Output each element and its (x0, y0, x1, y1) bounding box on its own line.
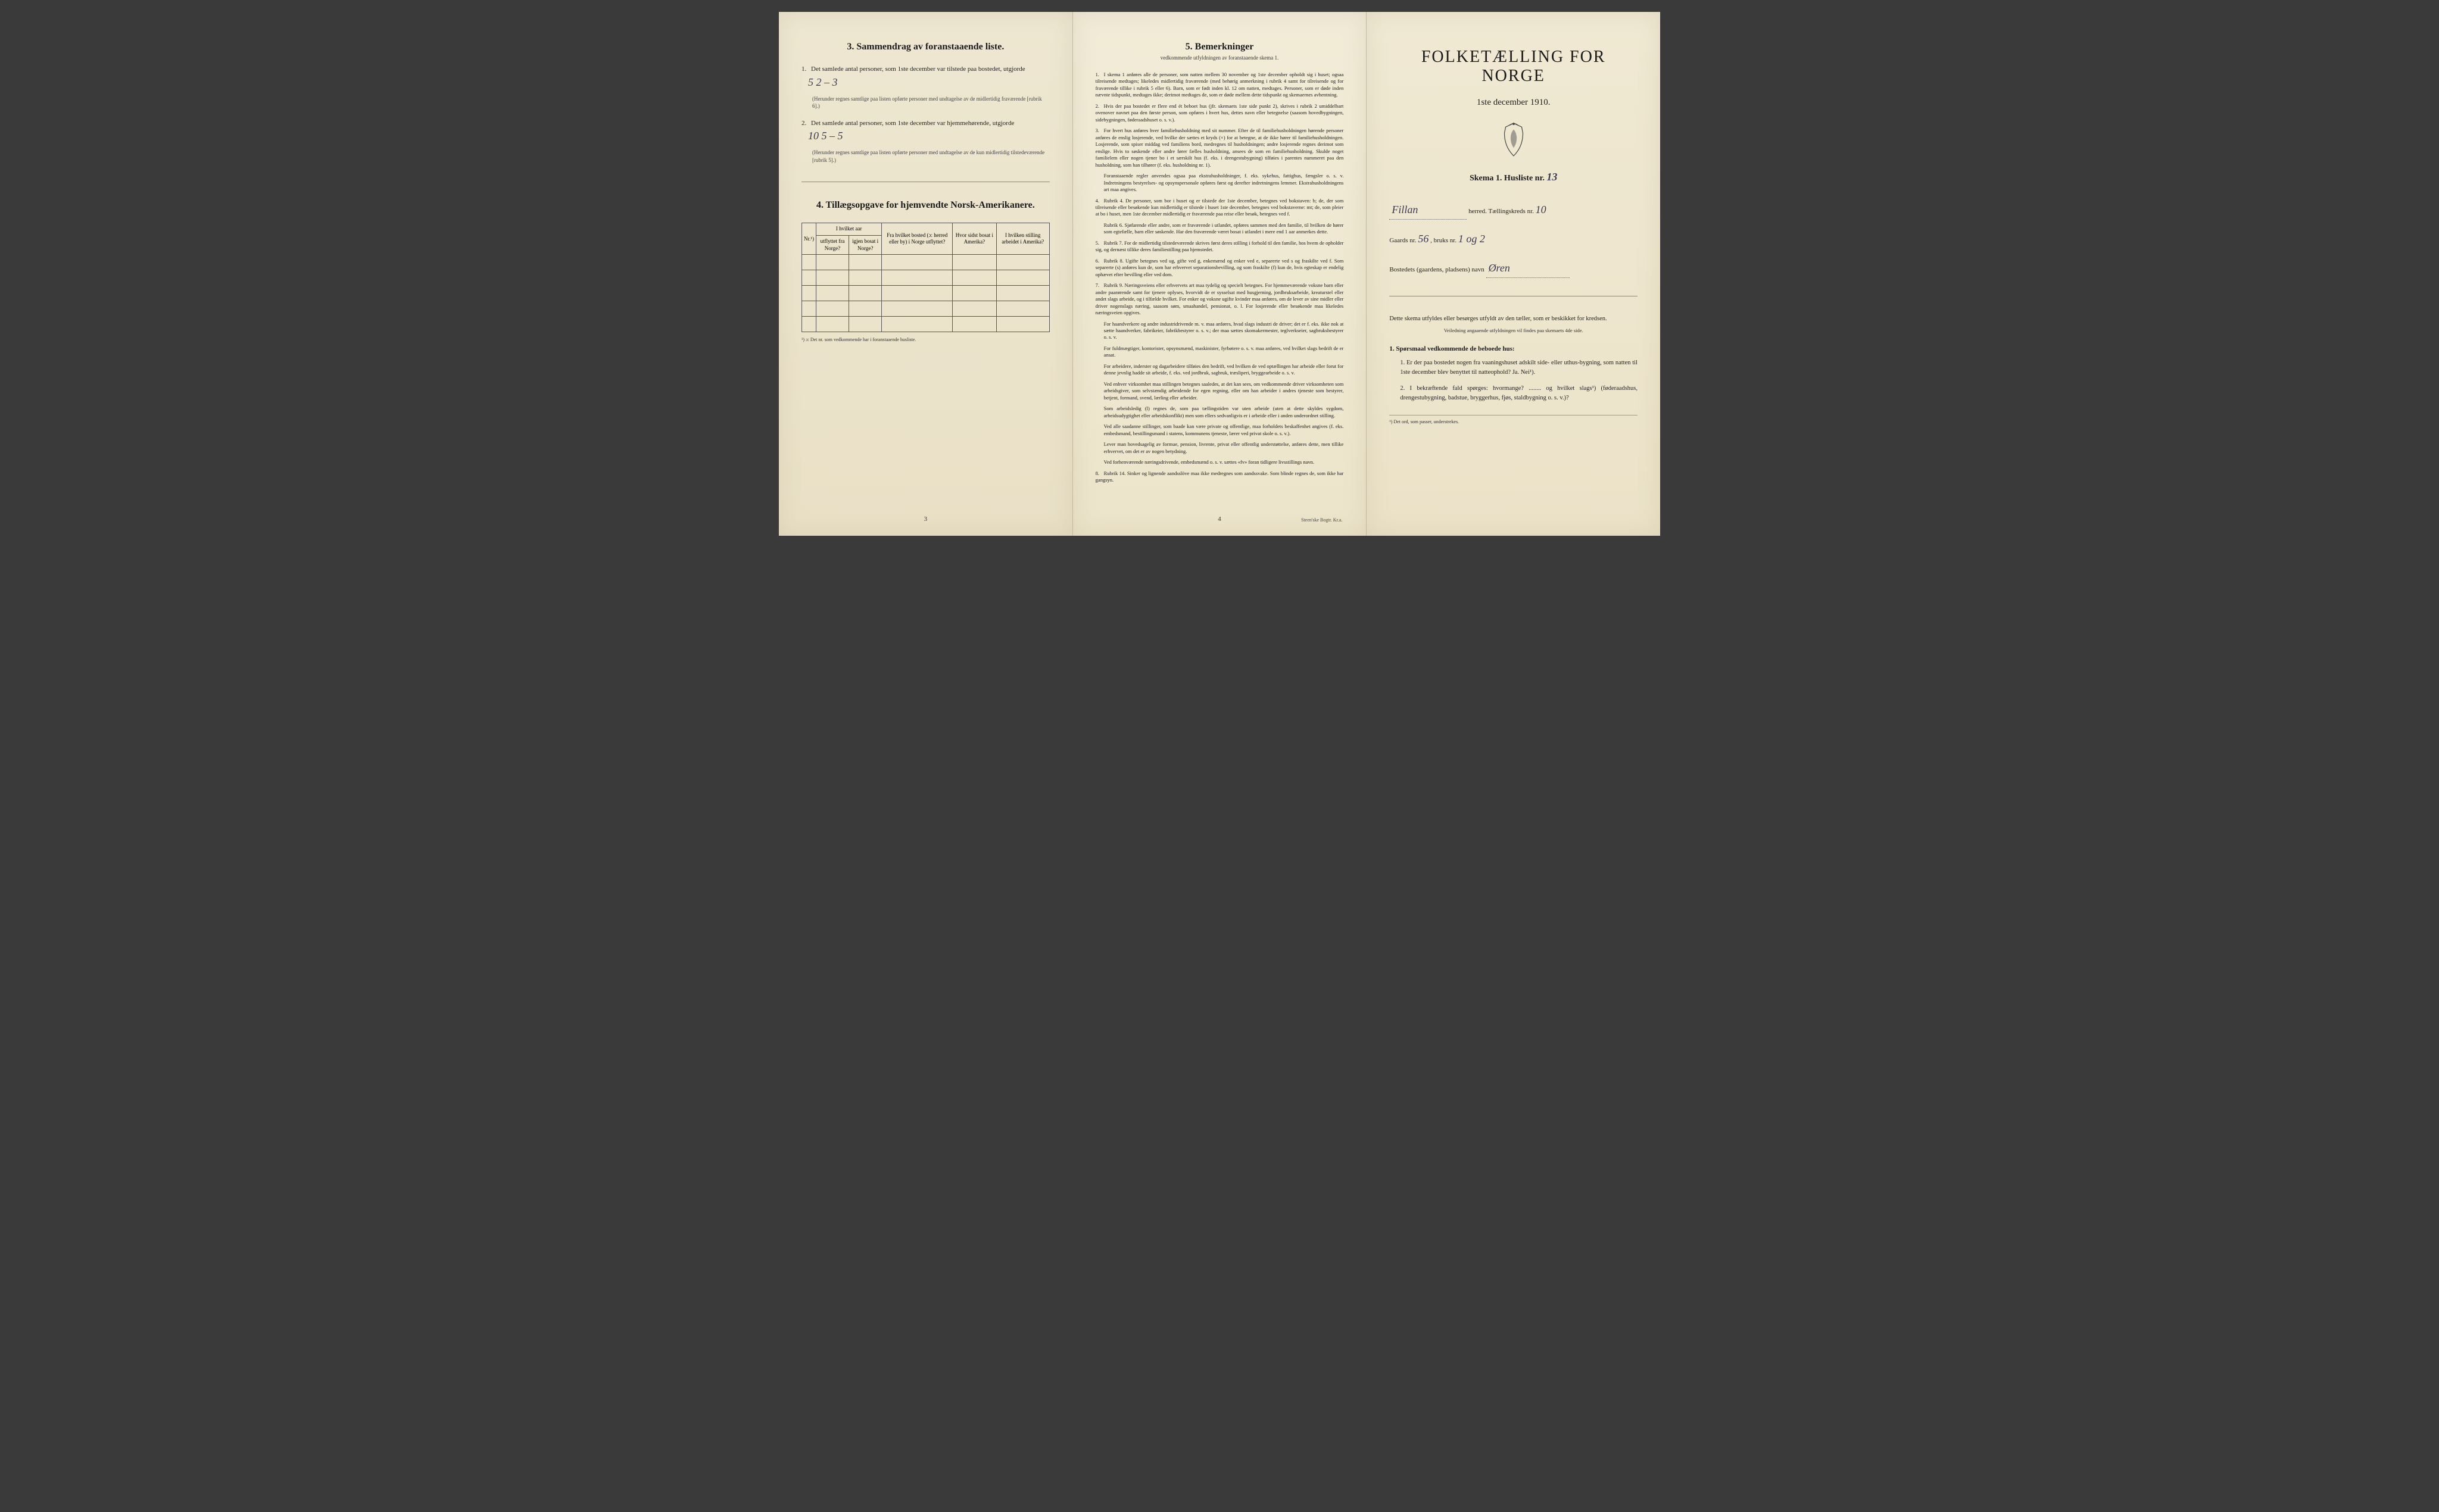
remark-item: For arbeidere, inderster og dagarbeidere… (1096, 363, 1344, 377)
page-middle: 5. Bemerkninger vedkommende utfyldningen… (1073, 12, 1367, 536)
page-number: 4 (1218, 516, 1221, 523)
printer-credit: Steen'ske Bogtr. Kr.a. (1301, 517, 1342, 523)
th-nr: Nr.¹) (802, 223, 816, 255)
remark-item: For fuldmægtiger, kontorister, opsynsmæn… (1096, 345, 1344, 359)
handwritten-count-2: 10 5 – 5 (808, 130, 843, 142)
table-row (802, 301, 1050, 317)
table-footnote: ¹) ɔ: Det nr. som vedkommende har i fora… (801, 337, 1050, 342)
th-year: I hvilket aar (816, 223, 881, 236)
herred-line: Fillan herred. Tællingskreds nr. 10 (1389, 200, 1638, 220)
remark-item: Ved alle saadanne stillinger, som baade … (1096, 423, 1344, 437)
remark-item: 2.Hvis der paa bostedet er flere end ét … (1096, 103, 1344, 123)
th-from: Fra hvilket bosted (ɔ: herred eller by) … (882, 223, 953, 255)
item1-note: (Herunder regnes samtlige paa listen opf… (812, 95, 1050, 110)
census-date: 1ste december 1910. (1389, 98, 1638, 108)
bosted-line: Bostedets (gaardens, pladsens) navn Øren (1389, 258, 1638, 278)
census-document: 3. Sammendrag av foranstaaende liste. 1.… (779, 12, 1660, 536)
page-left: 3. Sammendrag av foranstaaende liste. 1.… (779, 12, 1073, 536)
bruks-nr: 1 og 2 (1458, 233, 1485, 245)
th-where: Hvor sidst bosat i Amerika? (953, 223, 997, 255)
skema-label: Skema 1. Husliste nr. 13 (1389, 171, 1638, 183)
question-1: 1. Er der paa bostedet nogen fra vaaning… (1400, 358, 1638, 377)
husliste-nr: 13 (1546, 171, 1557, 183)
section-4-title: 4. Tillægsopgave for hjemvendte Norsk-Am… (801, 200, 1050, 211)
section-5-title: 5. Bemerkninger (1096, 42, 1344, 52)
kreds-nr: 10 (1536, 204, 1546, 215)
table-row (802, 286, 1050, 301)
section-3-title: 3. Sammendrag av foranstaaende liste. (801, 42, 1050, 52)
table-row (802, 255, 1050, 270)
instruction-text: Dette skema utfyldes eller besørges utfy… (1389, 314, 1638, 324)
th-returned: igjen bosat i Norge? (849, 236, 881, 255)
remark-item: 4.Rubrik 4. De personer, som bor i huset… (1096, 198, 1344, 218)
remark-item: Ved forhenværende næringsdrivende, embed… (1096, 459, 1344, 466)
coat-of-arms-icon (1498, 122, 1529, 159)
gaards-nr: 56 (1418, 233, 1429, 245)
summary-item-2: 2.Det samlede antal personer, som 1ste d… (801, 118, 1050, 145)
remark-item: 3.For hvert hus anføres hver familiehush… (1096, 127, 1344, 168)
remark-item: 5.Rubrik 7. For de midlertidig tilstedev… (1096, 240, 1344, 254)
remark-item: Lever man hovedsagelig av formue, pensio… (1096, 441, 1344, 455)
remark-item: Rubrik 6. Sjøfarende eller andre, som er… (1096, 222, 1344, 236)
remark-item: 6.Rubrik 8. Ugifte betegnes ved ug, gift… (1096, 258, 1344, 278)
section-5-subtitle: vedkommende utfyldningen av foranstaaend… (1096, 55, 1344, 61)
remarks-list: 1.I skema 1 anføres alle de personer, so… (1096, 71, 1344, 483)
remark-item: Ved enhver virksomhet maa stillingen bet… (1096, 381, 1344, 401)
remark-item: 1.I skema 1 anføres alle de personer, so… (1096, 71, 1344, 99)
question-2: 2. I bekræftende fald spørges: hvormange… (1400, 384, 1638, 403)
handwritten-count-1: 5 2 – 3 (808, 76, 838, 88)
page-right: FOLKETÆLLING FOR NORGE 1ste december 191… (1367, 12, 1660, 536)
herred-name: Fillan (1389, 200, 1467, 220)
remark-item: Foranstaaende regler anvendes ogsaa paa … (1096, 173, 1344, 193)
remark-item: 8.Rubrik 14. Sinker og lignende aandsslö… (1096, 470, 1344, 484)
table-row (802, 317, 1050, 332)
census-title: FOLKETÆLLING FOR NORGE (1389, 48, 1638, 86)
th-position: I hvilken stilling arbeidet i Amerika? (996, 223, 1049, 255)
item2-note: (Herunder regnes samtlige paa listen opf… (812, 149, 1050, 164)
remark-item: 7.Rubrik 9. Næringsveiens eller erhverve… (1096, 282, 1344, 316)
instruction-subtext: Veiledning angaaende utfyldningen vil fi… (1389, 327, 1638, 333)
summary-item-1: 1.Det samlede antal personer, som 1ste d… (801, 64, 1050, 90)
table-row (802, 270, 1050, 286)
remark-item: For haandverkere og andre industridriven… (1096, 321, 1344, 341)
remark-item: Som arbeidsledig (l) regnes de, som paa … (1096, 405, 1344, 419)
gaard-line: Gaards nr. 56 , bruks nr. 1 og 2 (1389, 229, 1638, 248)
page-number: 3 (924, 516, 928, 523)
question-heading: 1. Spørsmaal vedkommende de beboede hus: (1389, 345, 1638, 352)
footnote: ¹) Det ord, som passer, understrekes. (1389, 415, 1638, 424)
bosted-name: Øren (1486, 258, 1570, 278)
th-emigrated: utflyttet fra Norge? (816, 236, 849, 255)
emigrant-table: Nr.¹) I hvilket aar Fra hvilket bosted (… (801, 223, 1050, 332)
